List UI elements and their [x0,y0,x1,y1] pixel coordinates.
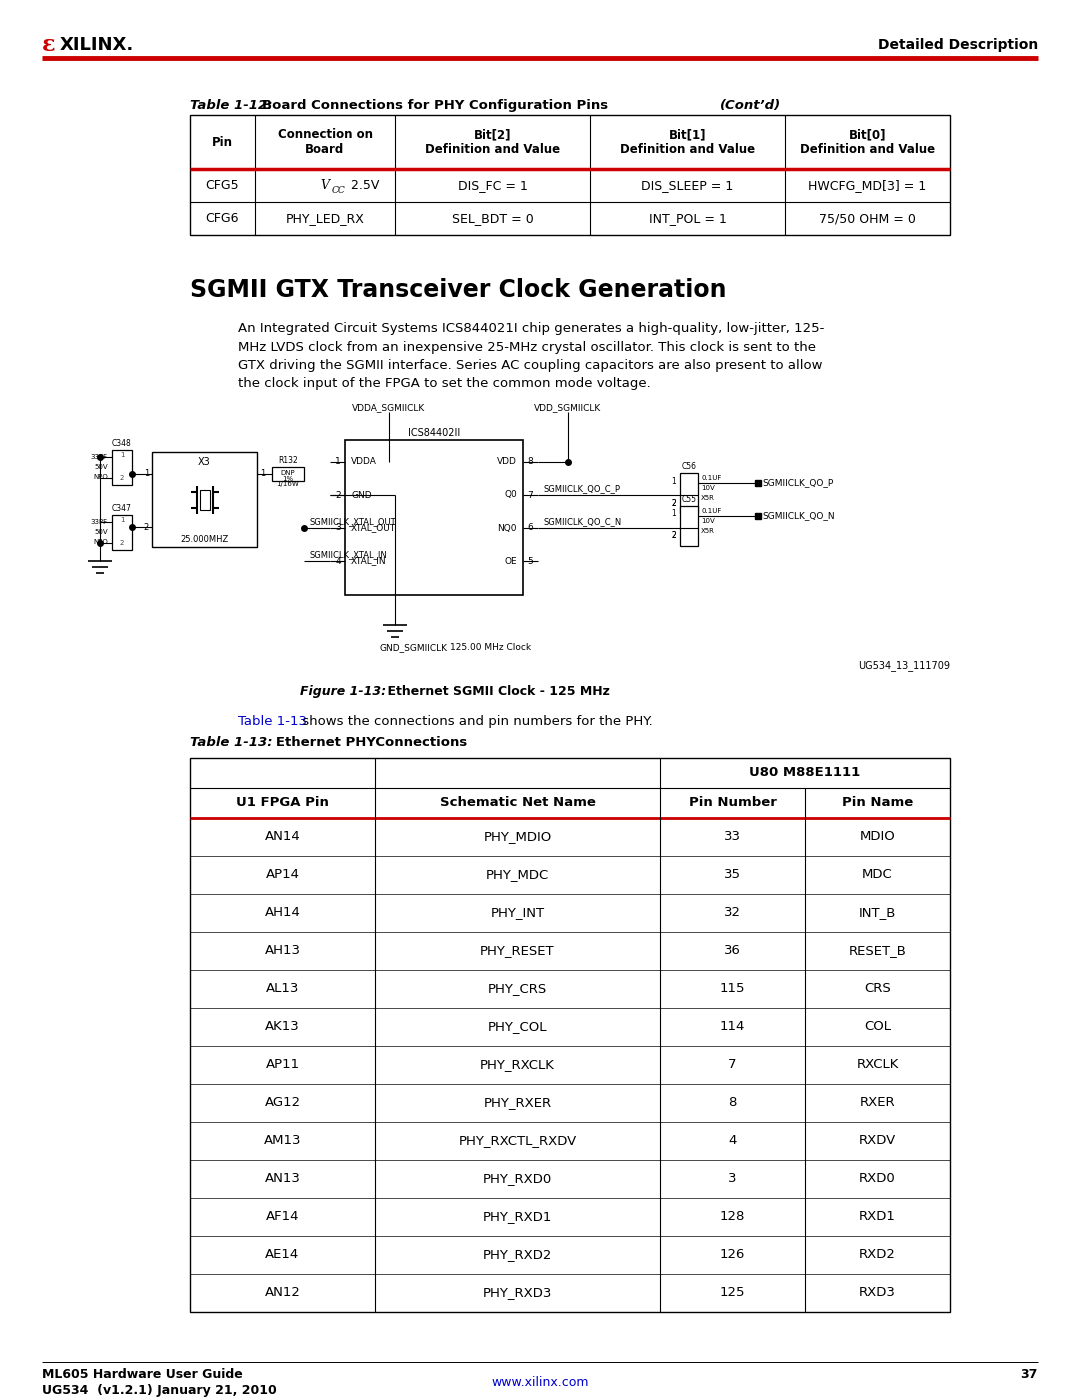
Text: AK13: AK13 [265,1020,300,1034]
Text: 125: 125 [719,1287,745,1299]
Text: XTAL_OUT: XTAL_OUT [351,524,396,532]
Text: www.xilinx.com: www.xilinx.com [491,1376,589,1389]
Bar [680,474,698,513]
Text: SGMII GTX Transceiver Clock Generation: SGMII GTX Transceiver Clock Generation [190,278,727,302]
Text: 50V: 50V [94,529,108,535]
Text: 115: 115 [719,982,745,996]
Text: AH13: AH13 [265,944,300,957]
Text: CFG5: CFG5 [205,179,240,191]
Text: SGMIICLK_QO_N: SGMIICLK_QO_N [762,511,835,521]
Text: C348: C348 [112,439,132,448]
Text: 2: 2 [672,531,676,541]
Text: 2: 2 [672,531,676,541]
Text: 32: 32 [724,907,741,919]
Text: ML605 Hardware User Guide: ML605 Hardware User Guide [42,1368,243,1382]
Text: X5R: X5R [701,528,715,534]
Text: AN12: AN12 [265,1287,300,1299]
Text: 37: 37 [1021,1368,1038,1382]
Text: PHY_RXCTL_RXDV: PHY_RXCTL_RXDV [458,1134,577,1147]
Text: COL: COL [864,1020,891,1034]
Text: (Cont’d): (Cont’d) [720,99,781,112]
Text: 10V: 10V [701,518,715,524]
Text: UG534  (v1.2.1) January 21, 2010: UG534 (v1.2.1) January 21, 2010 [42,1384,276,1397]
Text: DIS_FC = 1: DIS_FC = 1 [458,179,527,191]
Text: PHY_RESET: PHY_RESET [481,944,555,957]
Text: OE: OE [504,556,517,566]
Text: 4: 4 [728,1134,737,1147]
Text: Schematic Net Name: Schematic Net Name [440,796,595,809]
Text: 2: 2 [120,475,124,481]
Text: ICS84402II: ICS84402II [408,427,460,439]
Text: U80 M88E1111: U80 M88E1111 [750,767,861,780]
Text: 8: 8 [728,1097,737,1109]
Text: 5: 5 [527,556,532,566]
Text: Bit[0]
Definition and Value: Bit[0] Definition and Value [800,129,935,156]
Text: MDIO: MDIO [860,830,895,844]
Text: Pin Number: Pin Number [689,796,777,809]
Text: Bit[2]
Definition and Value: Bit[2] Definition and Value [424,129,561,156]
Bar [112,450,132,485]
Text: 4: 4 [336,556,341,566]
Text: PHY_RXD3: PHY_RXD3 [483,1287,552,1299]
Text: V: V [321,179,329,191]
Text: 128: 128 [719,1210,745,1224]
Text: 25.000MHZ: 25.000MHZ [180,535,229,543]
Text: PHY_RXD0: PHY_RXD0 [483,1172,552,1186]
Text: 7: 7 [527,490,532,500]
Text: MDC: MDC [862,869,893,882]
Text: ε: ε [42,34,56,56]
Text: 35: 35 [724,869,741,882]
Text: 2: 2 [144,522,149,531]
Text: 10V: 10V [701,485,715,490]
Bar [190,115,950,235]
Text: Table 1-12:: Table 1-12: [190,99,272,112]
Text: 3: 3 [335,524,341,532]
Text: VDDA_SGMIICLK: VDDA_SGMIICLK [352,402,426,412]
Text: 7: 7 [728,1059,737,1071]
Text: INT_B: INT_B [859,907,896,919]
Text: An Integrated Circuit Systems ICS844021I chip generates a high-quality, low-jitt: An Integrated Circuit Systems ICS844021I… [238,321,824,391]
Text: GND_SGMIICLK: GND_SGMIICLK [380,643,448,652]
Text: AL13: AL13 [266,982,299,996]
Text: RXD3: RXD3 [859,1287,896,1299]
Text: 1: 1 [120,453,124,458]
Text: 50V: 50V [94,464,108,469]
Text: Ethernet SGMII Clock - 125 MHz: Ethernet SGMII Clock - 125 MHz [370,685,610,698]
Text: 6: 6 [527,524,532,532]
Text: PHY_RXER: PHY_RXER [484,1097,552,1109]
Text: DNP: DNP [281,469,295,476]
Text: PHY_RXCLK: PHY_RXCLK [481,1059,555,1071]
Text: VDD: VDD [497,457,517,467]
Text: AG12: AG12 [265,1097,300,1109]
Text: 2: 2 [336,490,341,500]
Text: Table 1-13: Table 1-13 [238,715,307,728]
Text: RXDV: RXDV [859,1134,896,1147]
Text: CC: CC [332,186,346,196]
Text: PHY_INT: PHY_INT [490,907,544,919]
Text: C347: C347 [112,504,132,513]
Text: RXD2: RXD2 [859,1249,896,1261]
Text: SGMIICLK_QO_C_N: SGMIICLK_QO_C_N [543,517,621,527]
Text: PHY_LED_RX: PHY_LED_RX [285,212,364,225]
Text: NPO: NPO [93,474,108,481]
Text: 1: 1 [144,469,149,479]
Text: HWCFG_MD[3] = 1: HWCFG_MD[3] = 1 [808,179,927,191]
Text: PHY_RXD2: PHY_RXD2 [483,1249,552,1261]
Text: GND: GND [351,490,372,500]
Text: Board Connections for PHY Configuration Pins: Board Connections for PHY Configuration … [262,99,612,112]
Text: 126: 126 [719,1249,745,1261]
Text: RXCLK: RXCLK [856,1059,899,1071]
Text: Detailed Description: Detailed Description [878,38,1038,52]
Text: SGMIICLK_QO_P: SGMIICLK_QO_P [762,479,834,488]
Text: PHY_MDIO: PHY_MDIO [484,830,552,844]
Text: NPO: NPO [93,539,108,545]
Text: 2.5V: 2.5V [347,179,379,191]
Bar [680,506,698,546]
Text: 33: 33 [724,830,741,844]
Text: 75/50 OHM = 0: 75/50 OHM = 0 [819,212,916,225]
Text: shows the connections and pin numbers for the PHY.: shows the connections and pin numbers fo… [298,715,652,728]
Text: CRS: CRS [864,982,891,996]
Bar [345,440,523,595]
Text: VDD_SGMIICLK: VDD_SGMIICLK [535,402,602,412]
Text: DIS_SLEEP = 1: DIS_SLEEP = 1 [642,179,733,191]
